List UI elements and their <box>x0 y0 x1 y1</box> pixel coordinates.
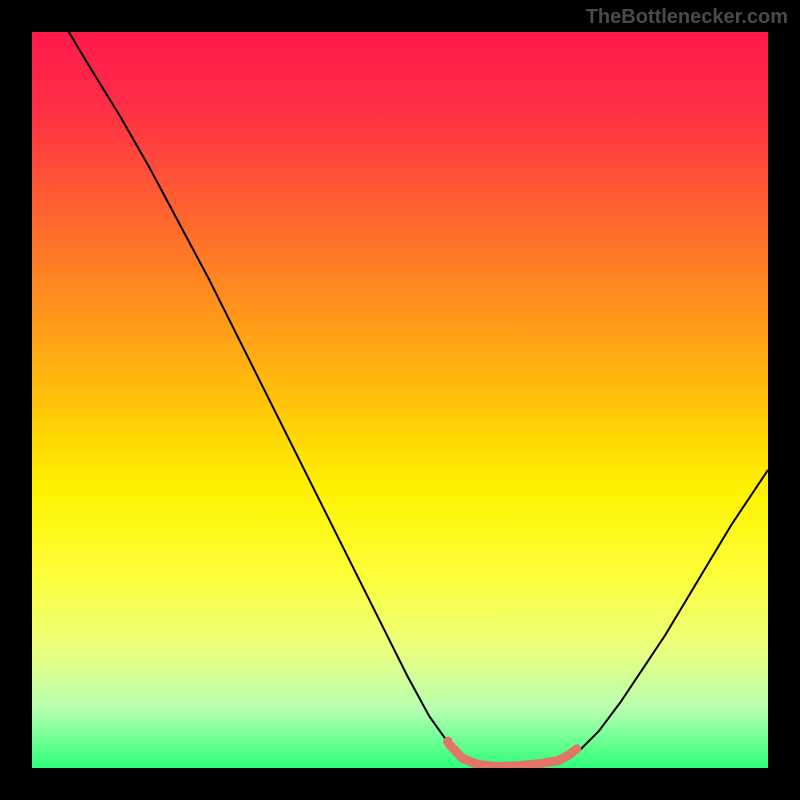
chart-container <box>32 32 768 768</box>
watermark-text: TheBottleneсker.com <box>586 6 788 29</box>
bottleneck-chart <box>32 32 768 768</box>
optimal-range-start-dot <box>443 737 453 747</box>
chart-background <box>32 32 768 768</box>
